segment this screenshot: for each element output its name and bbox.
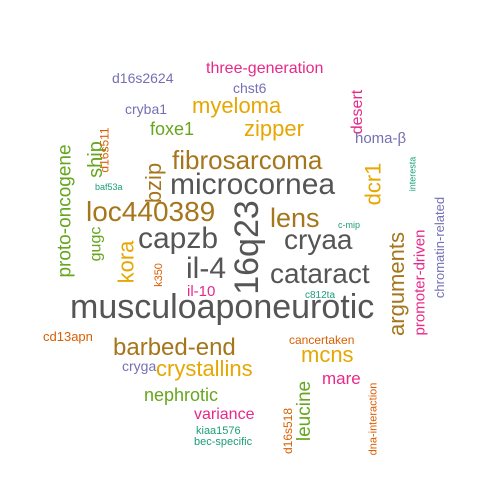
word: gugc — [87, 226, 105, 262]
word: capzb — [138, 222, 219, 255]
word: mcns — [301, 342, 354, 367]
word: 16q23 — [227, 200, 266, 295]
word: leucine — [294, 380, 316, 442]
word: lens — [270, 203, 320, 233]
word: c-mip — [338, 220, 360, 230]
word: baf53a — [95, 182, 123, 192]
word: crystallins — [156, 356, 253, 381]
word: zipper — [244, 116, 304, 141]
word: d16s2624 — [112, 70, 174, 86]
word: desert — [349, 89, 367, 135]
word: kora — [113, 240, 139, 284]
word: musculoaponeurotic — [70, 288, 375, 326]
word: dcr1 — [360, 162, 386, 206]
word: mare — [322, 369, 361, 388]
word: cataract — [270, 258, 370, 289]
word: interesta — [407, 156, 418, 192]
word: myeloma — [192, 93, 282, 118]
word: variance — [194, 406, 255, 423]
word: nephrotic — [144, 385, 219, 405]
word: il-10 — [187, 283, 216, 300]
word: cryga — [122, 358, 157, 374]
word: bec-specific — [194, 436, 253, 448]
word: cd13apn — [43, 329, 93, 344]
word: k350 — [152, 263, 165, 287]
word: cancertaken — [289, 333, 355, 347]
word: three-generation — [206, 60, 324, 77]
word: arguments — [383, 232, 409, 336]
word: d16s518 — [281, 407, 296, 455]
word: proto-oncogene — [54, 144, 76, 278]
word: il-4 — [186, 252, 227, 285]
word: d16s511 — [97, 127, 112, 173]
word: barbed-end — [113, 334, 236, 361]
word: dna-interaction — [367, 382, 380, 456]
word: kiaa1576 — [196, 425, 241, 437]
word: loc440389 — [86, 196, 216, 227]
word: cryaa — [284, 224, 353, 255]
word: fibrosarcoma — [172, 145, 323, 175]
word: homa-β — [355, 130, 407, 147]
word: cryba1 — [125, 101, 168, 117]
word: bzip — [141, 162, 167, 204]
word: c812ta — [305, 290, 336, 301]
word: promoter-driven — [411, 229, 429, 336]
word: microcornea — [170, 168, 336, 201]
word: foxe1 — [150, 119, 195, 139]
word: chst6 — [233, 80, 267, 96]
word: chromatin-related — [432, 196, 448, 299]
